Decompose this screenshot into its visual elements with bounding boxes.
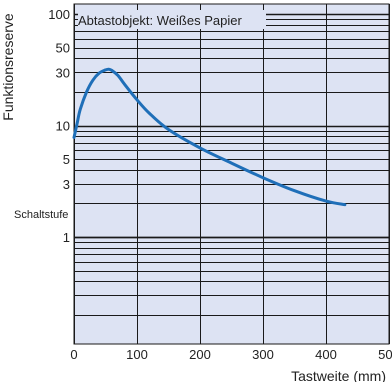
x-tick-label: 500 — [378, 347, 392, 362]
x-tick-label: 0 — [70, 347, 77, 362]
y-tick-label: 5 — [63, 152, 70, 167]
x-tick-label: 100 — [126, 347, 148, 362]
x-tick-label: 400 — [315, 347, 337, 362]
x-tick-label: 300 — [252, 347, 274, 362]
annotation-text: Abtastobjekt: Weißes Papier — [78, 13, 242, 28]
data-series-line — [72, 67, 347, 207]
y-tick-label: 10 — [56, 119, 70, 134]
y-tick-label: 50 — [56, 41, 70, 56]
y-tick-label: 30 — [56, 65, 70, 80]
grid — [74, 4, 390, 344]
annotation-box — [78, 10, 266, 29]
x-tick-labels: 0 100 200 300 400 500 — [70, 347, 392, 362]
x-tick-label: 200 — [189, 347, 211, 362]
plot-background — [73, 3, 390, 345]
y-tick-label: 1 — [63, 230, 70, 245]
x-axis-label: Tastweite (mm) — [291, 368, 386, 382]
y-tick-label: 3 — [63, 177, 70, 192]
threshold-label: Schaltstufe — [14, 209, 68, 221]
y-tick-label: 100 — [48, 7, 70, 22]
y-axis-label: Funktionsreserve — [0, 13, 16, 121]
y-tick-labels: 100 50 30 10 5 3 1 — [48, 7, 70, 245]
